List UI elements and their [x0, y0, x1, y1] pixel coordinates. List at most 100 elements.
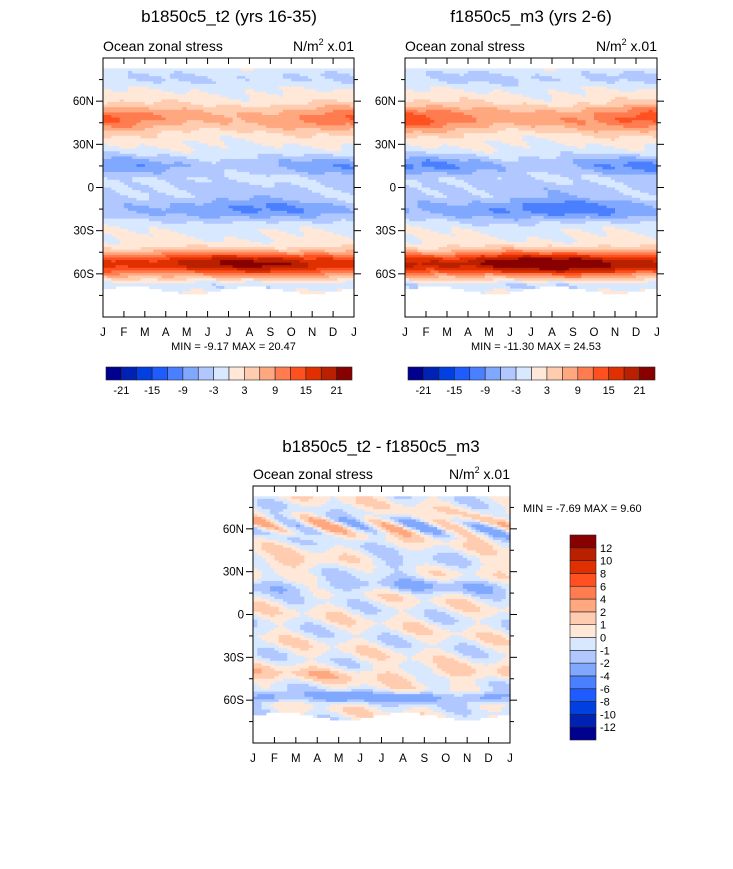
- contour-cell: [103, 221, 108, 225]
- contour-cell: [232, 83, 238, 88]
- contour-cell: [128, 228, 133, 233]
- contour-cell: [215, 99, 221, 103]
- contour-cell: [215, 120, 221, 124]
- contour-cell: [186, 218, 192, 222]
- contour-cell: [195, 285, 200, 290]
- contour-cell: [136, 166, 142, 170]
- contour-cell: [182, 218, 188, 222]
- contour-cell: [195, 262, 200, 266]
- contour-cell: [103, 249, 108, 253]
- contour-cell: [178, 114, 184, 119]
- contour-cell: [199, 81, 204, 85]
- contour-cell: [224, 283, 230, 287]
- contour-cell: [207, 249, 213, 253]
- contour-cell: [165, 70, 171, 75]
- contour-cell: [119, 174, 125, 178]
- contour-cell: [107, 249, 112, 253]
- contour-cell: [186, 117, 192, 121]
- contour-cell: [123, 114, 129, 119]
- contour-cell: [207, 226, 213, 230]
- contour-cell: [174, 280, 179, 284]
- contour-cell: [165, 213, 171, 217]
- contour-cell: [169, 104, 175, 108]
- contour-cell: [207, 70, 213, 75]
- contour-cell: [132, 135, 138, 139]
- contour-cell: [144, 102, 150, 106]
- contour-cell: [215, 231, 221, 235]
- contour-cell: [182, 241, 188, 246]
- contour-cell: [161, 107, 167, 111]
- contour-cell: [115, 109, 121, 113]
- contour-cell: [174, 223, 179, 227]
- contour-cell: [190, 260, 196, 264]
- contour-cell: [128, 210, 133, 214]
- contour-cell: [140, 102, 146, 106]
- contour-cell: [211, 205, 217, 209]
- contour-cell: [186, 283, 192, 287]
- contour-cell: [149, 177, 154, 181]
- contour-cell: [215, 143, 221, 147]
- contour-cell: [123, 70, 129, 75]
- contour-cell: [153, 213, 158, 217]
- contour-cell: [169, 159, 175, 163]
- contour-cell: [149, 234, 154, 238]
- contour-cell: [149, 166, 154, 170]
- contour-cell: [215, 68, 221, 72]
- contour-cell: [157, 112, 163, 116]
- contour-cell: [144, 166, 150, 170]
- contour-cell: [107, 81, 112, 85]
- contour-cell: [178, 125, 184, 129]
- contour-cell: [182, 213, 188, 217]
- contour-cell: [199, 159, 204, 163]
- contour-cell: [186, 146, 192, 150]
- contour-cell: [132, 125, 138, 129]
- contour-cell: [203, 140, 209, 145]
- contour-cell: [228, 140, 234, 145]
- contour-cell: [128, 89, 133, 93]
- contour-cell: [195, 146, 200, 150]
- contour-cell: [157, 73, 163, 77]
- contour-cell: [107, 73, 112, 77]
- contour-cell: [115, 130, 121, 134]
- contour-cell: [107, 148, 112, 152]
- contour-cell: [174, 169, 179, 173]
- contour-cell: [169, 171, 175, 176]
- contour-cell: [182, 195, 188, 199]
- contour-cell: [157, 151, 163, 155]
- contour-cell: [132, 213, 138, 217]
- contour-cell: [140, 151, 146, 155]
- contour-cell: [136, 272, 142, 277]
- contour-cell: [119, 247, 125, 251]
- contour-cell: [195, 86, 200, 90]
- contour-cell: [161, 179, 167, 183]
- contour-cell: [190, 239, 196, 243]
- contour-cell: [215, 135, 221, 139]
- contour-cell: [165, 117, 171, 121]
- contour-cell: [153, 265, 158, 269]
- contour-cell: [190, 96, 196, 101]
- contour-cell: [107, 215, 112, 220]
- contour-cell: [203, 120, 209, 124]
- contour-cell: [119, 257, 125, 261]
- contour-cell: [211, 81, 217, 85]
- contour-cell: [115, 187, 121, 191]
- contour-cell: [153, 159, 158, 163]
- contour-cell: [207, 135, 213, 139]
- contour-cell: [107, 177, 112, 181]
- contour-cell: [107, 236, 112, 240]
- contour-cell: [161, 114, 167, 119]
- contour-cell: [232, 112, 238, 116]
- contour-cell: [115, 192, 121, 196]
- contour-cell: [186, 78, 192, 82]
- contour-cell: [190, 143, 196, 147]
- contour-cell: [178, 76, 184, 80]
- contour-cell: [182, 122, 188, 126]
- contour-cell: [190, 247, 196, 251]
- contour-cell: [190, 205, 196, 209]
- contour-cell: [144, 283, 150, 287]
- contour-cell: [241, 283, 246, 287]
- contour-cell: [186, 244, 192, 248]
- contour-cell: [232, 122, 238, 126]
- contour-cell: [111, 91, 117, 95]
- contour-cell: [224, 174, 230, 178]
